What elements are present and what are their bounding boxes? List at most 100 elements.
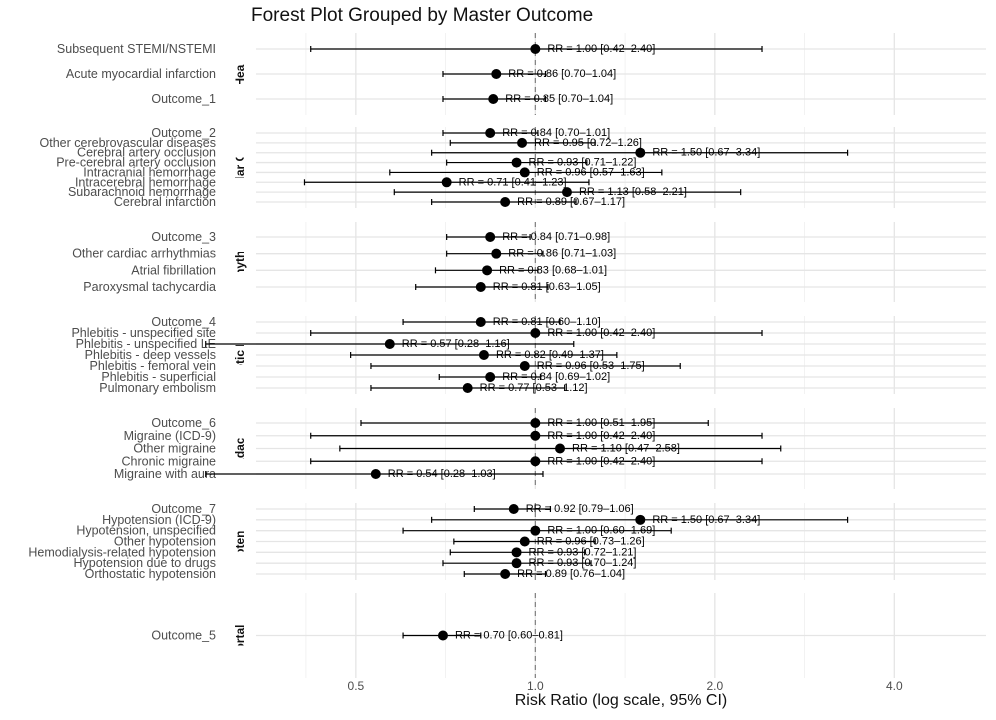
rr-annotation: RR = 0.84 [0.69–1.02] xyxy=(502,371,610,383)
rr-annotation: RR = 1.00 [0.51–1.95] xyxy=(547,417,655,429)
rr-annotation: RR = 0.92 [0.79–1.06] xyxy=(526,503,634,515)
rr-annotation: RR = 0.77 [0.53–1.12] xyxy=(480,382,588,394)
rr-annotation: RR = 0.95 [0.72–1.26] xyxy=(534,137,642,149)
row-label: Phlebitis - superficial xyxy=(101,370,216,384)
x-axis-title: Risk Ratio (log scale, 95% CI) xyxy=(514,692,728,709)
rr-annotation: RR = 0.96 [0.53–1.75] xyxy=(537,360,645,372)
point-estimate xyxy=(370,469,381,479)
facet-strip-label: scular Com xyxy=(233,135,247,200)
rr-annotation: RR = 1.10 [0.47–2.58] xyxy=(572,443,680,455)
rr-annotation: RR = 1.00 [0.42–2.40] xyxy=(547,43,655,55)
point-estimate xyxy=(530,418,541,428)
point-estimate xyxy=(508,504,519,514)
rr-annotation: RR = 0.93 [0.70–1.24] xyxy=(529,557,637,569)
row-label: Cerebral infarction xyxy=(114,195,216,209)
rr-annotation: RR = 0.96 [0.73–1.26] xyxy=(537,536,645,548)
point-estimate xyxy=(500,197,511,207)
rr-annotation: RR = 1.00 [0.42–2.40] xyxy=(547,430,655,442)
rr-annotation: RR = 0.84 [0.70–1.01] xyxy=(502,127,610,139)
point-estimate xyxy=(462,383,473,393)
row-label: Outcome_1 xyxy=(151,92,216,106)
rr-annotation: RR = 0.96 [0.57–1.63] xyxy=(537,166,645,178)
point-estimate xyxy=(530,456,541,467)
row-label: Cerebral artery occlusion xyxy=(77,146,216,160)
rr-annotation: RR = 0.85 [0.70–1.04] xyxy=(505,93,613,105)
row-label: Hypotension due to drugs xyxy=(74,556,216,570)
rr-annotation: RR = 1.50 [0.67–3.34] xyxy=(652,147,760,159)
rr-annotation: RR = 0.93 [0.71–1.22] xyxy=(529,157,637,169)
rr-annotation: RR = 0.84 [0.71–0.98] xyxy=(502,231,610,243)
rr-annotation: RR = 0.83 [0.68–1.01] xyxy=(499,264,607,276)
row-label: Hemodialysis-related hypotension xyxy=(28,545,216,559)
x-tick-label: 0.5 xyxy=(348,679,365,693)
rr-annotation: RR = 1.00 [0.42–2.40] xyxy=(547,327,655,339)
point-estimate xyxy=(384,339,395,349)
rr-annotation: RR = 1.00 [0.60–1.69] xyxy=(547,525,655,537)
rr-annotation: RR = 0.86 [0.71–1.03] xyxy=(508,248,616,260)
row-label: Migraine with aura xyxy=(114,467,216,481)
rr-annotation: RR = 1.13 [0.58–2.21] xyxy=(579,186,687,198)
rr-annotation: RR = 0.81 [0.60–1.10] xyxy=(493,316,601,328)
chart-title: Forest Plot Grouped by Master Outcome xyxy=(251,5,594,26)
row-label: Outcome_7 xyxy=(151,502,216,516)
row-label: Phlebitis - deep vessels xyxy=(85,348,216,362)
row-label: Phlebitis - unspecified site xyxy=(71,326,216,340)
x-tick-label: 2.0 xyxy=(706,679,723,693)
rr-annotation: RR = 0.82 [0.49–1.37] xyxy=(496,349,604,361)
rr-annotation: RR = 0.54 [0.28–1.03] xyxy=(388,468,496,480)
point-estimate xyxy=(482,265,493,276)
point-estimate xyxy=(530,430,541,441)
row-label: Subsequent STEMI/NSTEMI xyxy=(57,42,216,56)
point-estimate xyxy=(511,547,522,558)
row-label: Chronic migraine xyxy=(122,454,217,468)
rr-annotation: RR = 1.50 [0.67–3.34] xyxy=(652,514,760,526)
row-label: Other hypotension xyxy=(114,535,216,549)
point-estimate xyxy=(519,536,530,547)
rr-annotation: RR = 0.71 [0.41–1.23] xyxy=(459,176,567,188)
point-estimate xyxy=(500,569,511,579)
row-label: Other cardiac arrhythmias xyxy=(72,247,216,261)
row-label: Paroxysmal tachycardia xyxy=(83,280,216,294)
row-label: Migraine (ICD-9) xyxy=(124,429,216,443)
row-label: Hypotension, unspecified xyxy=(76,524,216,538)
point-estimate xyxy=(491,69,502,79)
point-estimate xyxy=(441,177,452,188)
row-label: Phlebitis - femoral vein xyxy=(90,359,216,373)
rr-annotation: RR = 0.86 [0.70–1.04] xyxy=(508,68,616,80)
point-estimate xyxy=(475,317,486,327)
point-estimate xyxy=(555,443,566,454)
row-label: Outcome_6 xyxy=(151,416,216,430)
point-estimate xyxy=(635,514,646,525)
row-label: Outcome_4 xyxy=(151,315,216,329)
point-estimate xyxy=(517,137,528,148)
point-estimate xyxy=(478,350,489,360)
rr-annotation: RR = 0.89 [0.76–1.04] xyxy=(517,568,625,580)
point-estimate xyxy=(530,525,541,536)
point-estimate xyxy=(491,248,502,259)
facet-strip-label: Arrhythmia xyxy=(233,230,247,294)
row-label: Outcome_2 xyxy=(151,126,216,140)
facet-strip-label: ypotensio xyxy=(233,513,247,570)
row-label: Outcome_5 xyxy=(151,629,216,643)
rr-annotation: RR = 0.57 [0.28–1.16] xyxy=(402,338,510,350)
row-label: Subarachnoid hemorrhage xyxy=(68,185,216,199)
point-estimate xyxy=(635,147,646,158)
row-label: Phlebitis - unspecified LE xyxy=(76,337,216,351)
point-estimate xyxy=(475,282,486,292)
facet-strip-label: Headaches xyxy=(233,416,247,480)
row-label: Pulmonary embolism xyxy=(99,381,216,395)
point-estimate xyxy=(561,187,572,198)
point-estimate xyxy=(519,361,530,371)
rr-annotation: RR = 1.00 [0.42–2.40] xyxy=(547,455,655,467)
row-label: Hypotension (ICD-9) xyxy=(102,513,216,527)
rr-annotation: RR = 0.81 [0.63–1.05] xyxy=(493,281,601,293)
row-label: Pre-cerebral artery occlusion xyxy=(56,156,216,170)
facet-strip-label: mbotic Diso xyxy=(233,321,247,390)
point-estimate xyxy=(485,372,496,382)
row-label: Atrial fibrillation xyxy=(131,263,216,277)
row-label: Other cerebrovascular diseases xyxy=(40,136,216,150)
x-tick-label: 4.0 xyxy=(886,679,903,693)
row-label: Other migraine xyxy=(133,442,216,456)
